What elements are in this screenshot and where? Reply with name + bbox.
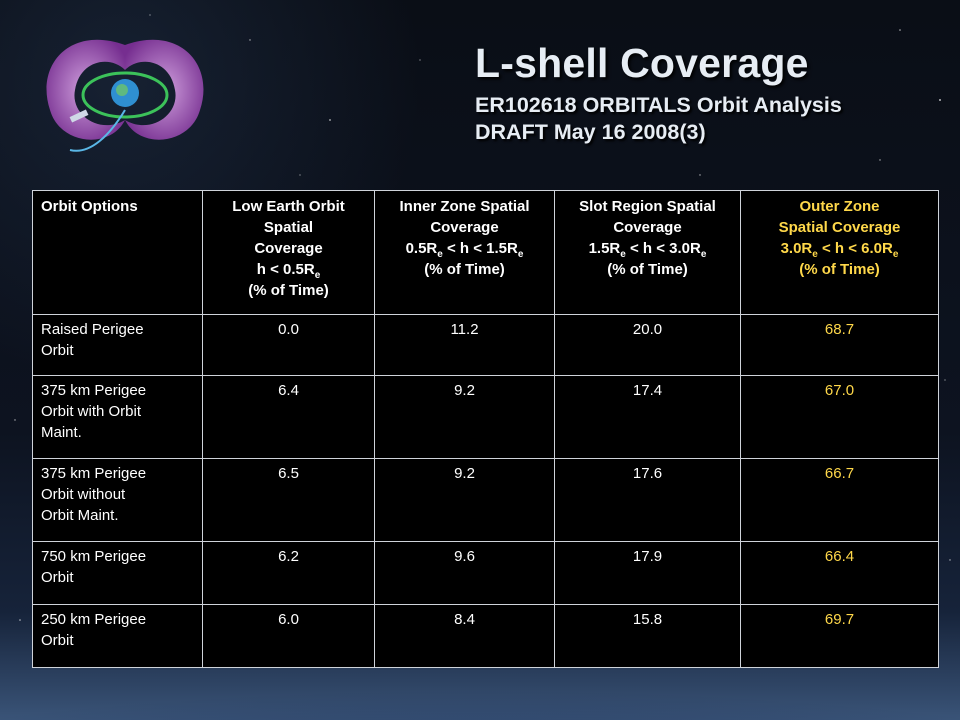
coverage-table: Orbit Options Low Earth Orbit Spatial Co… [32, 190, 939, 668]
table-header-row: Orbit Options Low Earth Orbit Spatial Co… [32, 190, 939, 315]
slot-region-value: 17.9 [554, 541, 741, 605]
table-row: 750 km Perigee Orbit 6.2 9.6 17.9 66.4 [32, 541, 939, 605]
orbit-option-cell: 750 km Perigee Orbit [32, 541, 203, 605]
slot-region-value: 17.4 [554, 375, 741, 459]
leo-value: 6.4 [202, 375, 375, 459]
table-row: 375 km Perigee Orbit without Orbit Maint. … [32, 458, 939, 542]
header-outer-zone: Outer Zone Spatial Coverage 3.0Re < h < … [740, 190, 939, 315]
slot-region-value: 15.8 [554, 604, 741, 668]
leo-value: 6.5 [202, 458, 375, 542]
orbit-option-cell: 375 km Perigee Orbit with Orbit Maint. [32, 375, 203, 459]
outer-zone-value: 66.4 [740, 541, 939, 605]
header-leo-coverage: Low Earth Orbit Spatial Coverage h < 0.5… [202, 190, 375, 315]
outer-zone-value: 68.7 [740, 314, 939, 376]
orbit-option-cell: 250 km Perigee Orbit [32, 604, 203, 668]
outer-zone-value: 69.7 [740, 604, 939, 668]
orbit-option-cell: Raised Perigee Orbit [32, 314, 203, 376]
outer-zone-value: 66.7 [740, 458, 939, 542]
header-inner-zone: Inner Zone Spatial Coverage 0.5Re < h < … [374, 190, 555, 315]
inner-zone-value: 9.6 [374, 541, 555, 605]
table-row: 250 km Perigee Orbit 6.0 8.4 15.8 69.7 [32, 604, 939, 668]
header-orbit-options: Orbit Options [32, 190, 203, 315]
slot-region-value: 20.0 [554, 314, 741, 376]
leo-value: 6.2 [202, 541, 375, 605]
outer-zone-value: 67.0 [740, 375, 939, 459]
subtitle-line-1: ER102618 ORBITALS Orbit Analysis [475, 93, 842, 117]
table-row: Raised Perigee Orbit 0.0 11.2 20.0 68.7 [32, 314, 939, 376]
inner-zone-value: 9.2 [374, 458, 555, 542]
leo-value: 6.0 [202, 604, 375, 668]
subtitle-line-2: DRAFT May 16 2008(3) [475, 120, 706, 144]
header-slot-region: Slot Region Spatial Coverage 1.5Re < h <… [554, 190, 741, 315]
inner-zone-value: 11.2 [374, 314, 555, 376]
inner-zone-value: 9.2 [374, 375, 555, 459]
radiation-belt-diagram-icon [46, 39, 204, 152]
slide-subtitle: ER102618 ORBITALS Orbit Analysis DRAFT M… [475, 92, 842, 146]
inner-zone-value: 8.4 [374, 604, 555, 668]
orbit-option-cell: 375 km Perigee Orbit without Orbit Maint. [32, 458, 203, 542]
slide-title: L-shell Coverage [475, 40, 809, 86]
leo-value: 0.0 [202, 314, 375, 376]
table-row: 375 km Perigee Orbit with Orbit Maint. 6.4… [32, 375, 939, 459]
slot-region-value: 17.6 [554, 458, 741, 542]
